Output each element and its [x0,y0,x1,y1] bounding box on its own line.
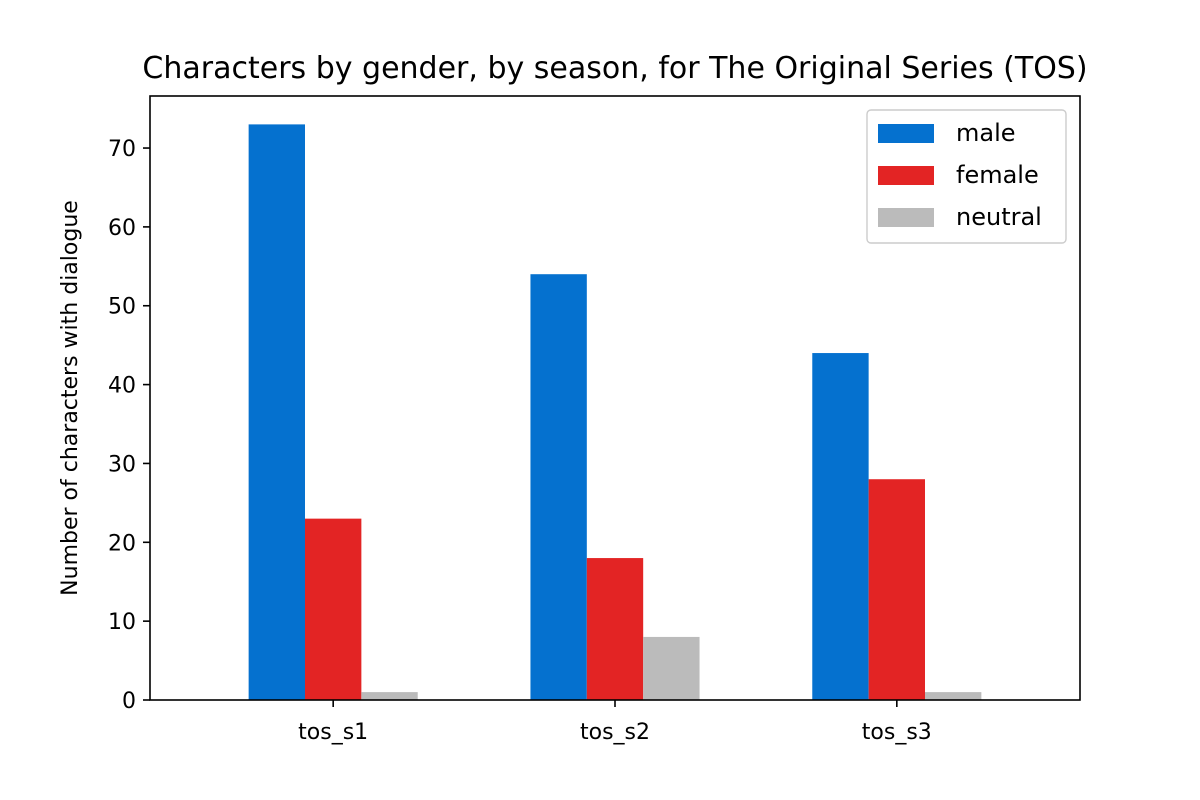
y-axis-label: Number of characters with dialogue [58,200,83,596]
bar-female-tos_s3 [868,479,925,700]
x-tick-label: tos_s1 [298,720,368,745]
legend: male female neutral [866,109,1067,244]
y-tick-label: 50 [108,295,136,320]
y-tick-label: 70 [108,137,136,162]
y-tick-label: 0 [122,689,136,714]
legend-label-male: male [956,119,1016,147]
chart-title: Characters by gender, by season, for The… [142,51,1087,86]
legend-swatch-female [878,166,934,185]
legend-label-neutral: neutral [956,203,1042,231]
bar-female-tos_s2 [586,558,644,700]
y-axis: 0 10 20 30 40 50 60 70 [108,137,150,714]
y-tick-label: 30 [108,452,136,477]
x-tick-label: tos_s3 [862,720,932,745]
legend-items: male female neutral [878,119,1042,231]
x-tick-label: tos_s2 [580,720,650,745]
bar-neutral-tos_s1 [361,692,418,700]
bar-male-tos_s3 [812,353,869,700]
bar-female-tos_s1 [305,518,362,700]
bars-layer [248,124,982,701]
y-tick-label: 60 [108,216,136,241]
bar-neutral-tos_s3 [925,692,982,700]
y-tick-label: 10 [108,610,136,635]
bar-male-tos_s1 [248,124,305,701]
legend-swatch-neutral [878,208,934,227]
legend-swatch-male [878,124,934,143]
x-axis: tos_s1 tos_s2 tos_s3 [298,700,932,745]
bar-male-tos_s2 [530,274,587,700]
y-tick-label: 40 [108,374,136,399]
legend-label-female: female [956,161,1039,189]
y-tick-label: 20 [108,531,136,556]
bar-neutral-tos_s2 [643,636,700,700]
